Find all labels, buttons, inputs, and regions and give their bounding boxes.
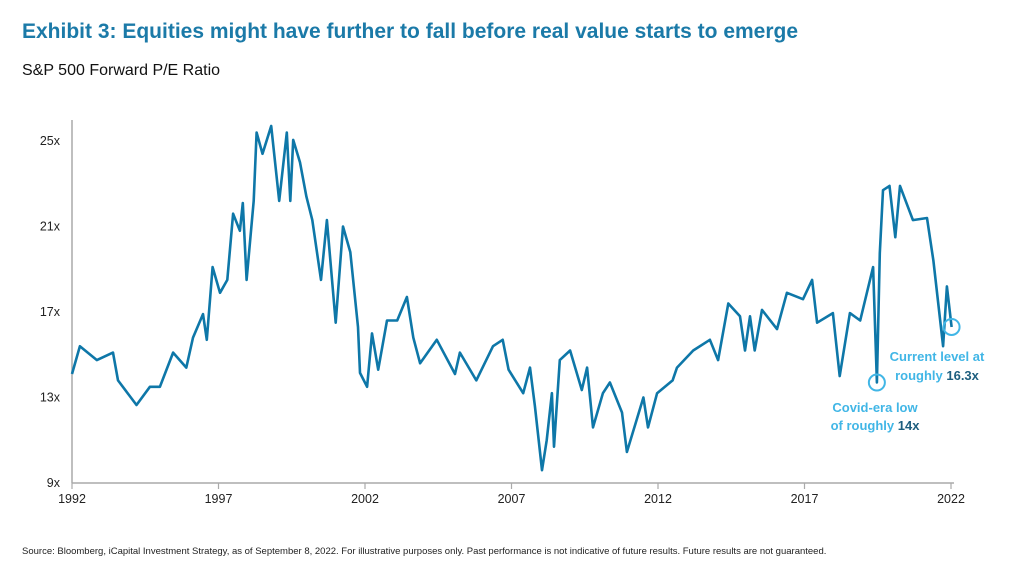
annotations: Covid-era low of roughly 14x Current lev… [831,317,985,433]
current-annotation-prefix: roughly [895,368,946,383]
axes: 1992 1997 2002 2007 2012 2017 2022 9x 13x 17x 21x 2… [40,120,965,506]
x-tick-label: 2012 [644,492,672,506]
series-group [70,124,953,472]
chart-subtitle: S&P 500 Forward P/E Ratio [22,62,221,79]
x-tick-label: 2022 [937,492,965,506]
covid-low-marker [867,373,886,392]
y-tick-label: 21x [40,220,61,234]
x-tick-label: 1997 [205,492,233,506]
y-tick-label: 9x [47,476,61,490]
x-tick-label: 2017 [791,492,819,506]
covid-annotation-prefix: of roughly [831,418,898,433]
x-tick-label: 2007 [498,492,526,506]
current-annotation-line1: Current level at [890,349,985,364]
current-annotation-line2: roughly 16.3x [895,368,980,383]
source-note: Source: Bloomberg, iCapital Investment S… [22,546,827,557]
x-tick-label: 1992 [58,492,86,506]
x-tick-label: 2002 [351,492,379,506]
current-annotation-value: 16.3x [946,368,979,383]
series-line-pe-ratio [70,124,953,472]
current-level-marker [942,317,961,336]
covid-annotation-line2: of roughly 14x [831,418,921,433]
y-tick-label: 13x [40,391,61,405]
covid-annotation-line1: Covid-era low [832,400,918,415]
covid-annotation-value: 14x [898,418,920,433]
y-tick-label: 25x [40,134,61,148]
y-tick-label: 17x [40,305,61,319]
chart-title: Exhibit 3: Equities might have further t… [22,20,799,43]
